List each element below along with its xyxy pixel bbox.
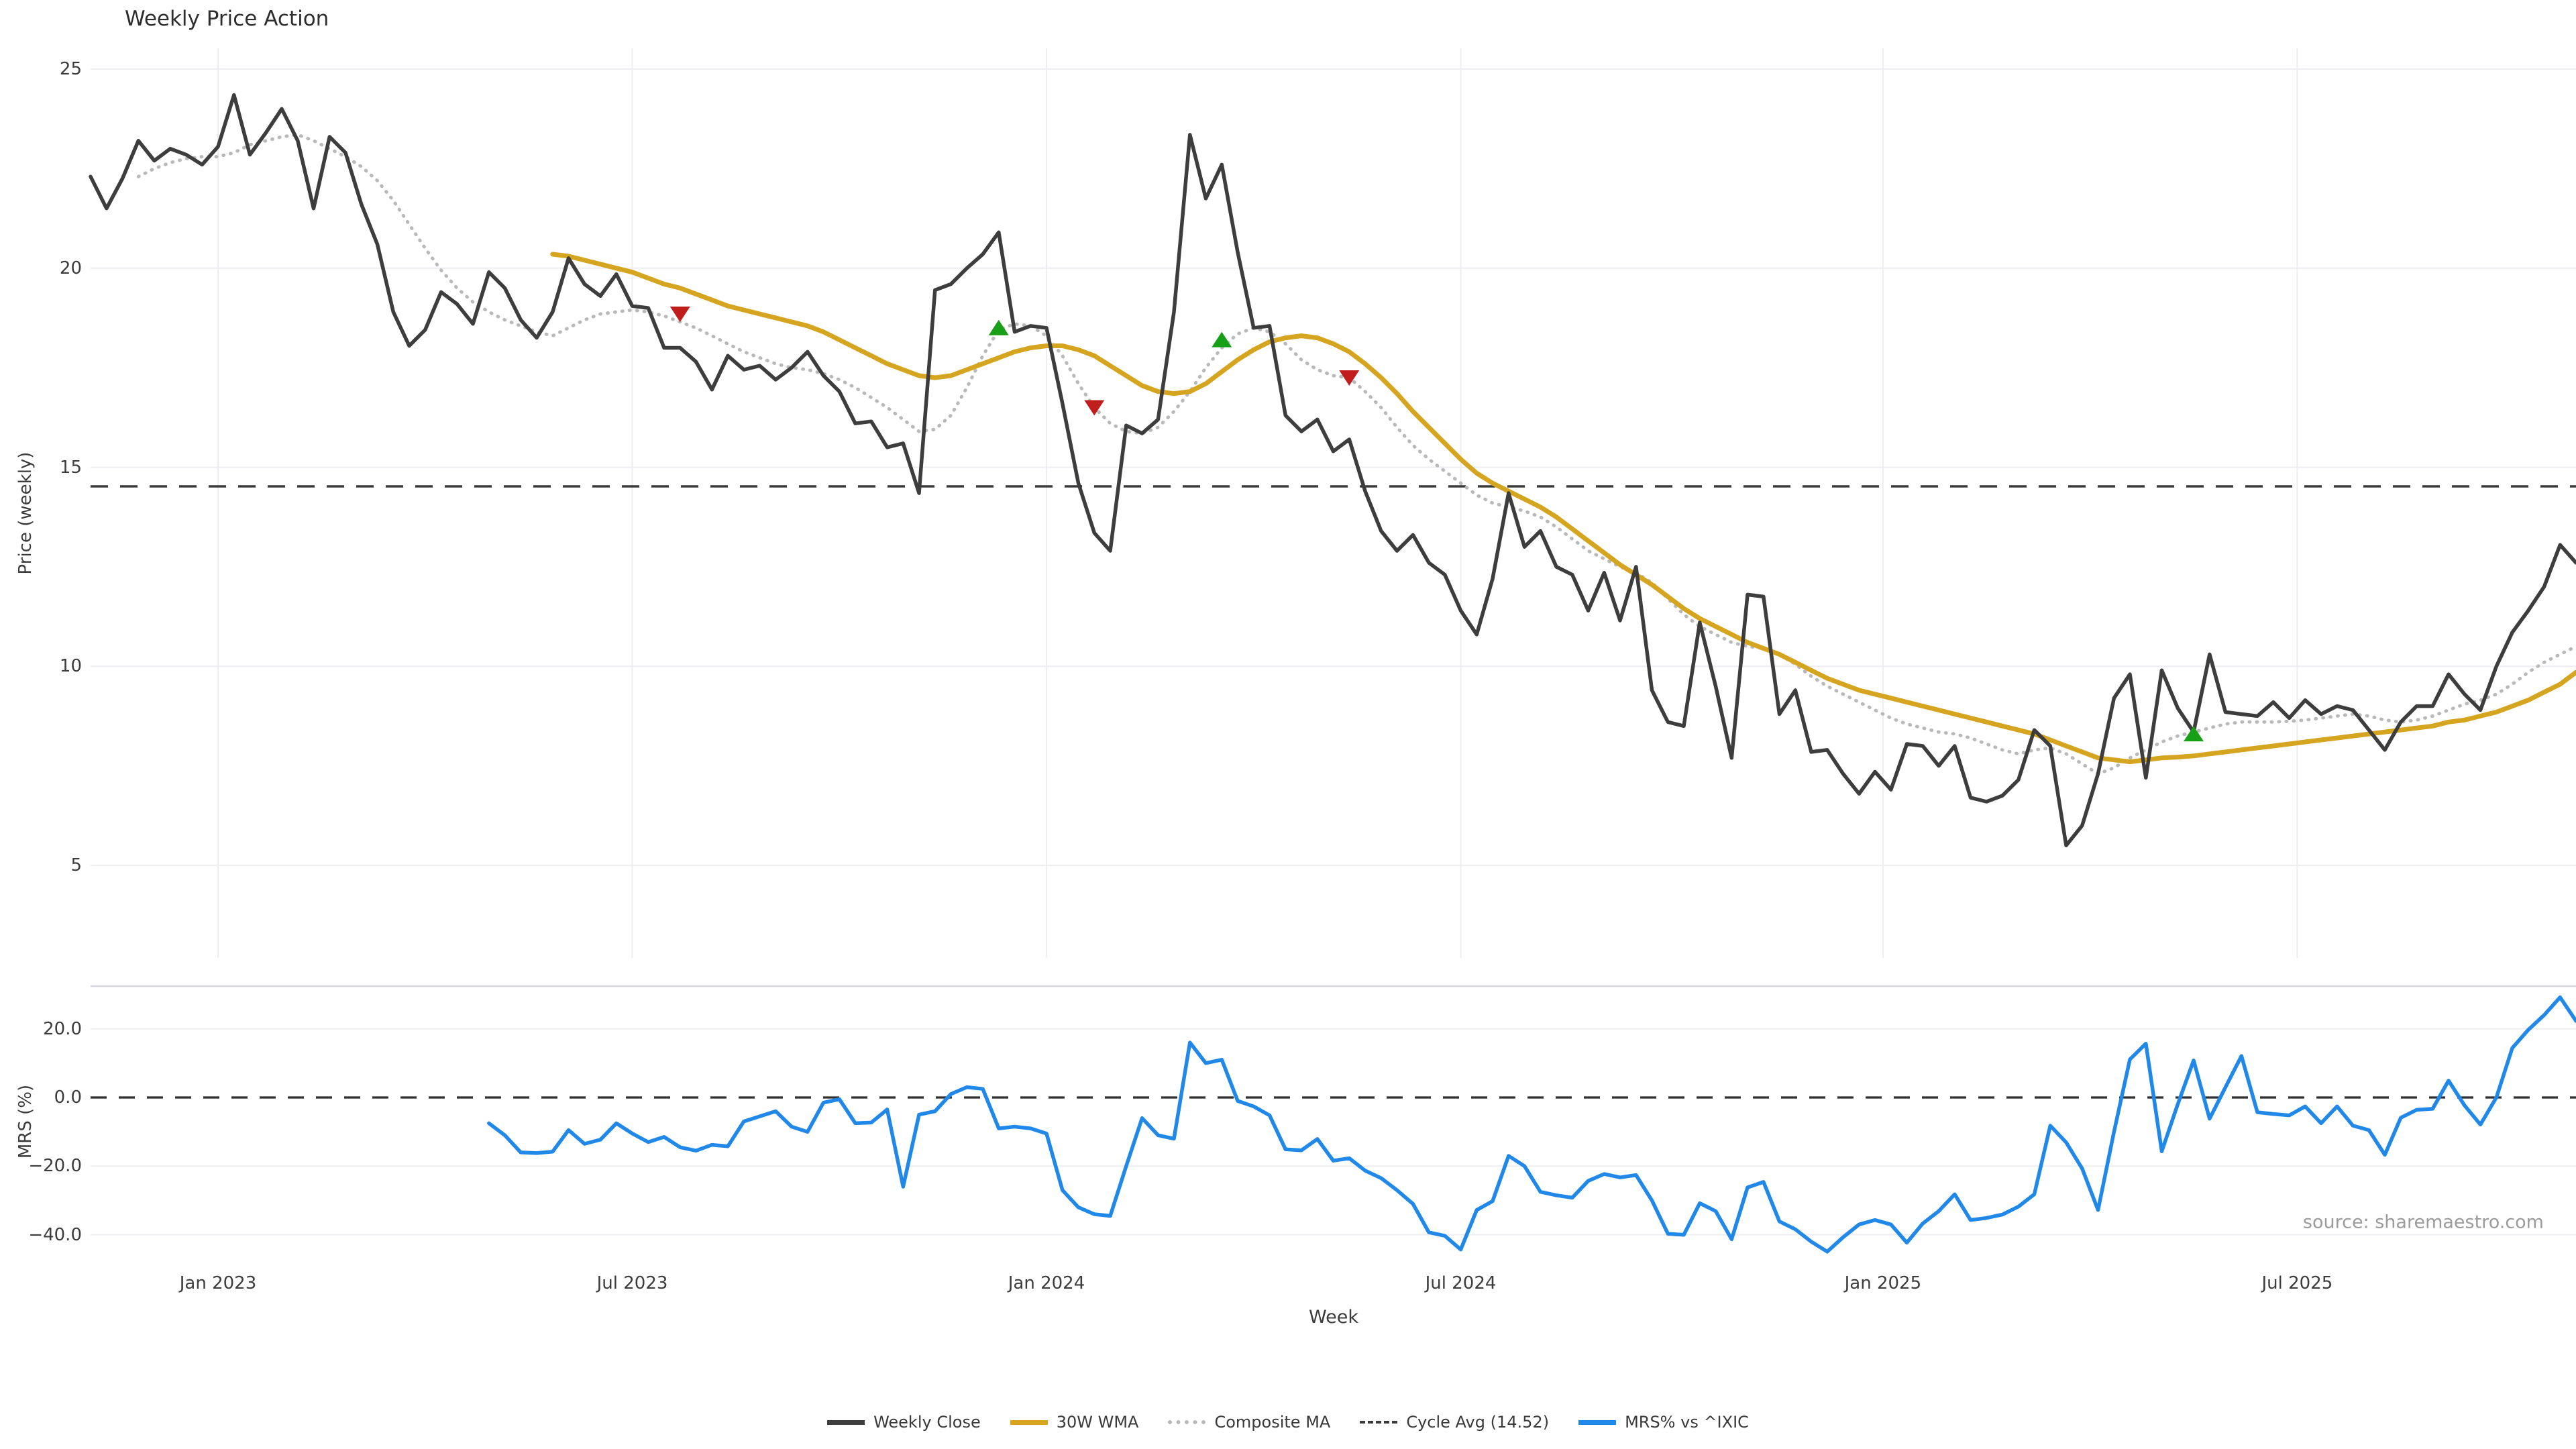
price-tick-label: 5 <box>70 855 82 875</box>
wma-line <box>550 252 2576 765</box>
mrs-tick-label: 20.0 <box>43 1018 82 1039</box>
x-tick-label: Jul 2023 <box>596 1273 668 1293</box>
buy-signal-marker <box>2184 726 2204 742</box>
mrs-axis-label: MRS (%) <box>15 1084 36 1159</box>
legend-item-mrs-vs-ixic: MRS% vs ^IXIC <box>1578 1413 1749 1432</box>
legend-label: Weekly Close <box>873 1413 981 1432</box>
legend: Weekly Close 30W WMA Composite MA Cycle Avg… <box>0 1413 2576 1432</box>
x-tick-label: Jul 2025 <box>2261 1273 2333 1293</box>
buy-signal-marker <box>1212 331 1232 347</box>
weekly-close-line <box>89 93 2576 848</box>
sell-signal-marker <box>1084 400 1105 416</box>
mrs-tick-label: −20.0 <box>28 1156 82 1177</box>
legend-label: Cycle Avg (14.52) <box>1406 1413 1550 1432</box>
price-axis-label: Price (weekly) <box>15 451 36 575</box>
mrs-line <box>487 995 2576 1254</box>
legend-swatch <box>1360 1421 1398 1424</box>
legend-swatch <box>827 1419 865 1425</box>
legend-item-30w-wma: 30W WMA <box>1010 1413 1139 1432</box>
price-tick-label: 10 <box>59 656 82 677</box>
composite-ma-line <box>136 133 2576 775</box>
legend-label: Composite MA <box>1214 1413 1331 1432</box>
price-tick-label: 25 <box>59 59 82 79</box>
page-title: Weekly Price Action <box>125 7 329 31</box>
legend-label: MRS% vs ^IXIC <box>1625 1413 1749 1432</box>
x-axis-label: Week <box>1309 1307 1358 1328</box>
legend-item-composite-ma: Composite MA <box>1168 1413 1330 1432</box>
legend-item-weekly-close: Weekly Close <box>827 1413 981 1432</box>
buy-signal-marker <box>988 319 1009 335</box>
x-tick-label: Jan 2025 <box>1844 1273 1922 1293</box>
x-tick-label: Jan 2024 <box>1008 1273 1085 1293</box>
mrs-tick-label: −40.0 <box>28 1224 82 1245</box>
mrs-tick-label: 0.0 <box>54 1087 82 1108</box>
sell-signal-marker <box>669 307 690 323</box>
x-tick-label: Jan 2023 <box>179 1273 257 1293</box>
x-tick-label: Jul 2024 <box>1425 1273 1497 1293</box>
legend-swatch <box>1168 1420 1206 1424</box>
sell-signal-marker <box>1339 370 1360 386</box>
legend-swatch <box>1578 1419 1617 1425</box>
legend-item-cycle-avg-14-52-: Cycle Avg (14.52) <box>1360 1413 1549 1432</box>
price-tick-label: 15 <box>59 457 82 478</box>
legend-label: 30W WMA <box>1056 1413 1139 1432</box>
source-watermark: source: sharemaestro.com <box>2302 1212 2544 1233</box>
price-tick-label: 20 <box>59 258 82 278</box>
legend-swatch <box>1010 1419 1048 1425</box>
